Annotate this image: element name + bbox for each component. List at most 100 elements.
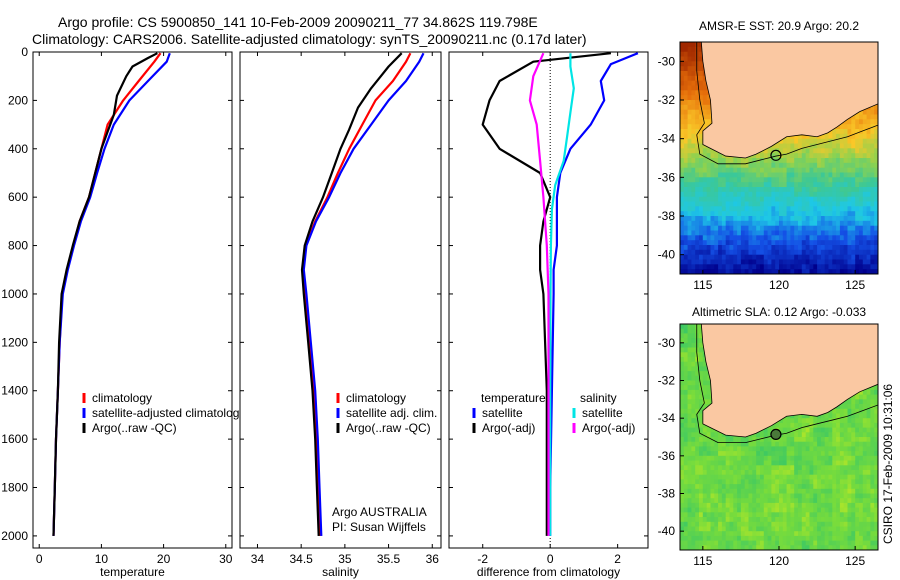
map-cell — [820, 437, 826, 443]
map-cell — [862, 201, 868, 207]
map-cell — [683, 75, 689, 82]
map-cell — [832, 545, 837, 550]
map-cell — [828, 446, 833, 452]
map-cell — [851, 240, 856, 246]
map-cell — [725, 158, 731, 164]
map-cell — [767, 460, 772, 466]
map-cell — [809, 470, 814, 476]
map-cell — [820, 206, 826, 212]
map-cell — [851, 413, 856, 419]
map-cell — [702, 187, 708, 193]
map-cell — [710, 455, 715, 462]
map-cell — [836, 413, 841, 419]
map-cell — [737, 493, 742, 499]
map-cell — [756, 249, 761, 256]
map-cell — [801, 474, 807, 480]
map-cell — [748, 517, 753, 523]
map-cell — [805, 540, 811, 546]
map-cell — [839, 465, 845, 471]
map-cell — [771, 269, 776, 274]
map-cell — [843, 172, 849, 178]
map-cell — [859, 259, 864, 265]
map-cell — [786, 249, 791, 256]
map-cell — [813, 441, 818, 447]
map-cell — [695, 187, 700, 193]
map-cell — [832, 535, 837, 542]
map-cell — [843, 211, 849, 217]
map-cell — [794, 479, 799, 485]
map-cell — [790, 413, 795, 419]
map-cell — [729, 507, 734, 513]
map-cell — [729, 484, 734, 490]
y-tick-label: 1200 — [1, 335, 28, 349]
map-cell — [699, 451, 704, 457]
map-cell — [760, 502, 765, 509]
map-cell — [801, 446, 807, 452]
map-cell — [801, 521, 807, 528]
map-cell — [817, 167, 822, 174]
map-cell — [699, 502, 704, 509]
map-cell — [866, 230, 871, 236]
map-cell — [801, 162, 807, 169]
map-cell — [691, 399, 696, 405]
map-cell — [847, 479, 852, 485]
map-cell — [721, 216, 727, 222]
map-cell — [683, 531, 689, 537]
map-cell — [680, 437, 685, 443]
map-cell — [699, 75, 704, 82]
map-cell — [733, 201, 738, 207]
map-cell — [695, 328, 700, 334]
map-cell — [817, 138, 822, 145]
map-cell — [801, 259, 807, 265]
map-cell — [725, 460, 731, 466]
map-cell — [680, 366, 685, 372]
map-cell — [752, 465, 757, 471]
map-cell — [718, 240, 723, 246]
map-cell — [763, 148, 769, 154]
map-cell — [737, 446, 742, 452]
map-cell — [748, 521, 753, 528]
map-cell — [740, 220, 746, 227]
map-cell — [691, 451, 696, 457]
map-cell — [702, 498, 708, 504]
map-cell — [847, 531, 852, 537]
map-cell — [805, 413, 811, 419]
map-cell — [809, 177, 814, 183]
map-cell — [836, 484, 841, 490]
map-cell — [737, 488, 742, 495]
map-cell — [683, 187, 689, 193]
map-cell — [767, 465, 772, 471]
map-cell — [695, 394, 700, 400]
map-cell — [683, 177, 689, 183]
map-cell — [729, 191, 734, 198]
map-cell — [699, 211, 704, 217]
map-cell — [725, 437, 731, 443]
map-cell — [695, 512, 700, 518]
map-cell — [725, 535, 731, 542]
map-cell — [760, 245, 765, 251]
map-cell — [855, 399, 860, 405]
map-cell — [687, 80, 692, 87]
map-cell — [706, 177, 712, 183]
map-cell — [813, 230, 818, 236]
map-cell — [813, 177, 818, 183]
map-cell — [763, 191, 769, 198]
map-cell — [695, 380, 700, 386]
map-cell — [756, 264, 761, 270]
map-cell — [782, 254, 788, 261]
map-cell — [733, 187, 738, 193]
map-cell — [737, 526, 742, 532]
map-cell — [836, 408, 841, 415]
map-cell — [828, 531, 833, 537]
map-cell — [683, 124, 689, 130]
map-cell — [786, 512, 791, 518]
map-cell — [740, 545, 746, 550]
map-cell — [805, 167, 811, 174]
map-cell — [836, 201, 841, 207]
map-cell — [786, 172, 791, 178]
map-cell — [680, 502, 685, 509]
map-cell — [809, 191, 814, 198]
map-cell — [817, 545, 822, 550]
map-cell — [699, 441, 704, 447]
map-cell — [851, 437, 856, 443]
